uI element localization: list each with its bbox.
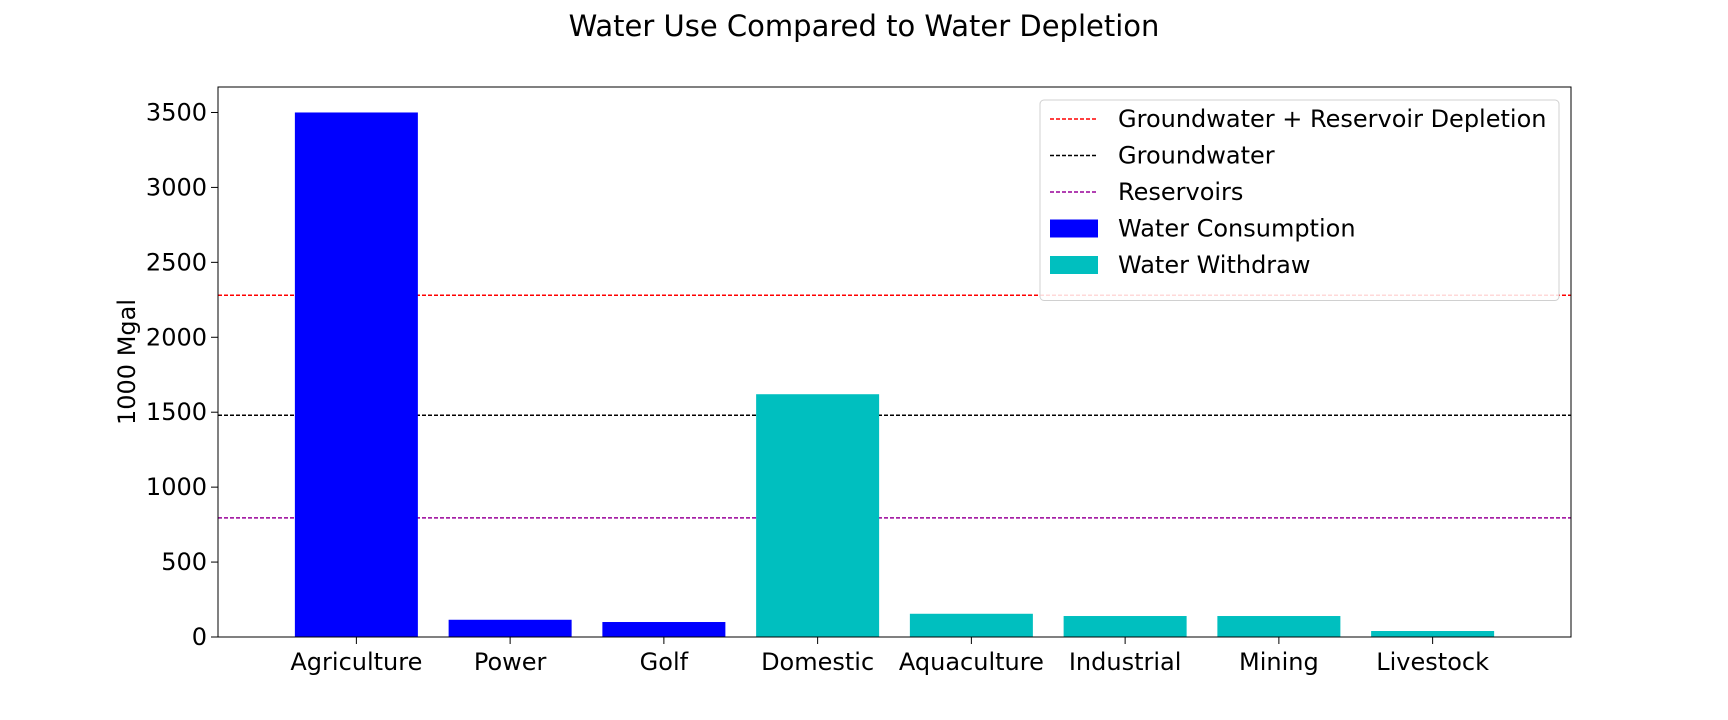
y-tick-label: 1000 bbox=[146, 473, 207, 501]
x-axis: Agriculture Power Golf Domestic Aquaculture I… bbox=[290, 637, 1489, 676]
x-tick-label: Agriculture bbox=[290, 648, 422, 676]
legend-swatch-patch bbox=[1050, 219, 1098, 238]
bar-mining bbox=[1217, 616, 1341, 637]
bar-livestock bbox=[1371, 631, 1495, 637]
bar-domestic bbox=[756, 394, 880, 637]
legend-swatch-patch bbox=[1050, 256, 1098, 274]
bar-industrial bbox=[1063, 616, 1187, 637]
x-tick-label: Domestic bbox=[761, 648, 874, 676]
y-tick-label: 2500 bbox=[146, 248, 207, 276]
y-tick-label: 3000 bbox=[146, 173, 207, 201]
y-axis-label: 1000 Mgal bbox=[113, 299, 141, 425]
y-axis: 0 500 1000 1500 2000 2500 3000 3500 bbox=[146, 98, 218, 651]
chart-title: Water Use Compared to Water Depletion bbox=[569, 9, 1160, 43]
plot-area-frame bbox=[217, 86, 1572, 638]
legend-label: Groundwater bbox=[1118, 142, 1275, 170]
legend: Groundwater + Reservoir Depletion Groundw… bbox=[1039, 99, 1560, 301]
x-tick-label: Golf bbox=[640, 648, 689, 676]
legend-label: Water Consumption bbox=[1118, 215, 1356, 243]
legend-label: Reservoirs bbox=[1118, 178, 1243, 206]
x-tick-label: Industrial bbox=[1069, 648, 1182, 676]
y-tick-label: 0 bbox=[192, 623, 207, 651]
x-tick-label: Power bbox=[474, 648, 547, 676]
x-tick-label: Aquaculture bbox=[899, 648, 1044, 676]
bar-power bbox=[448, 619, 572, 637]
bars bbox=[294, 112, 1495, 638]
x-tick-label: Livestock bbox=[1376, 648, 1489, 676]
bar-golf bbox=[602, 622, 726, 637]
y-tick-label: 1500 bbox=[146, 398, 207, 426]
legend-label: Water Withdraw bbox=[1118, 251, 1311, 279]
legend-box bbox=[1039, 99, 1560, 301]
y-tick-label: 500 bbox=[161, 548, 207, 576]
reference-lines bbox=[218, 294, 1571, 519]
legend-label: Groundwater + Reservoir Depletion bbox=[1118, 105, 1546, 133]
y-tick-label: 3500 bbox=[146, 98, 207, 126]
y-tick-label: 2000 bbox=[146, 323, 207, 351]
x-tick-label: Mining bbox=[1239, 648, 1319, 676]
bar-aquaculture bbox=[909, 613, 1033, 637]
bar-agriculture bbox=[294, 112, 418, 638]
